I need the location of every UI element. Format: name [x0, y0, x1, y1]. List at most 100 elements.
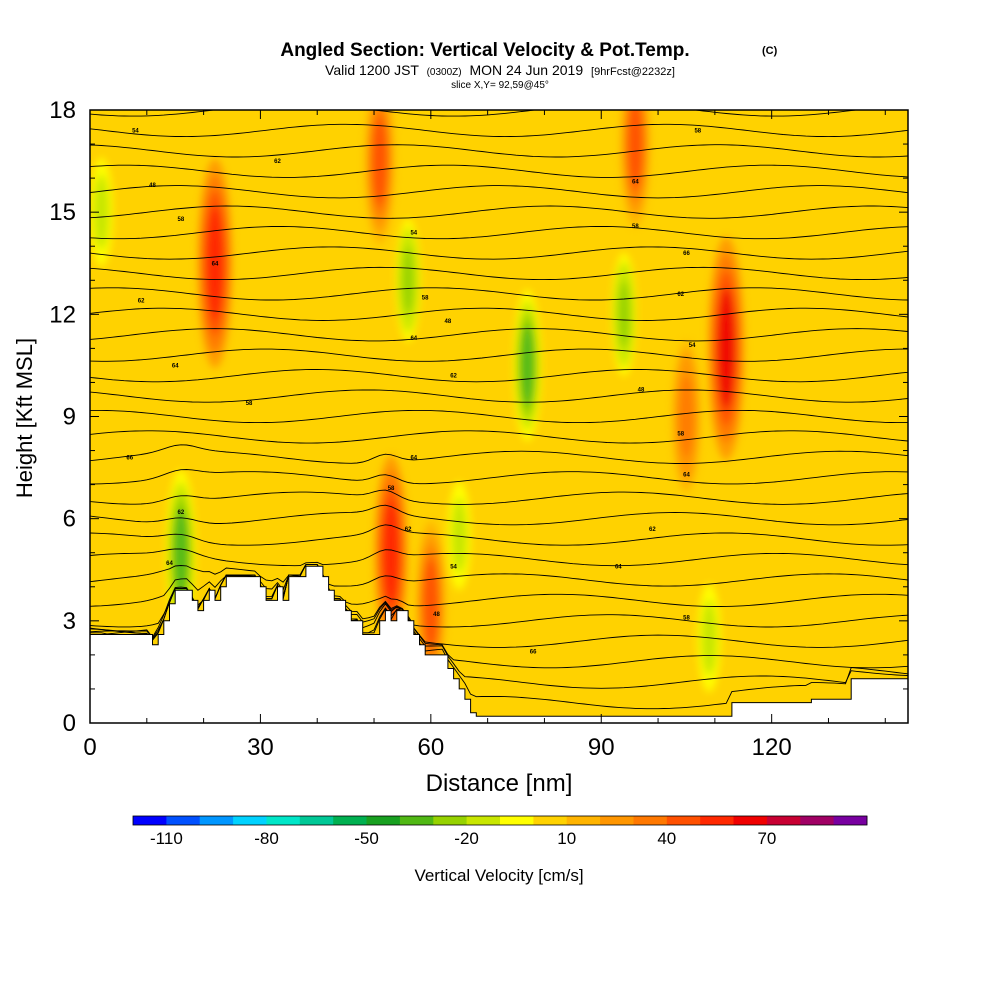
isentrope-label: 62: [405, 527, 412, 533]
isentrope-line: [90, 564, 908, 607]
isentrope-line: [90, 469, 908, 485]
x-tick-label: 60: [417, 734, 444, 761]
colorbar-swatch: [433, 816, 468, 825]
isentrope-label: 64: [615, 564, 622, 570]
isentrope-line: [90, 489, 908, 505]
isentrope-line: [90, 226, 908, 240]
isentrope-line: [90, 430, 908, 444]
colorbar-swatch: [366, 816, 401, 825]
x-axis-label: Distance [nm]: [426, 770, 573, 797]
y-axis: 0 3 6 9 12 15 18: [49, 97, 908, 737]
x-tick-label: 90: [588, 734, 615, 761]
y-tick-label: 6: [63, 506, 76, 533]
isentrope-label: 54: [689, 343, 696, 349]
isentrope-label: 64: [410, 336, 417, 342]
colorbar-swatch: [800, 816, 835, 825]
colorbar-tick-label: -110: [150, 829, 183, 848]
isentrope-line: [90, 564, 908, 628]
y-axis-label: Height [Kft MSL]: [12, 338, 37, 498]
updraft-core: [627, 110, 643, 189]
isentrope-line: [90, 564, 908, 587]
plot-area: [90, 110, 908, 723]
y-tick-label: 0: [63, 710, 76, 737]
isentrope-label: 64: [166, 561, 173, 567]
downdraft-core: [617, 281, 631, 348]
colorbar-swatch: [133, 816, 167, 825]
x-axis: 0 30 60 90 120: [83, 110, 886, 761]
isentrope-label: 54: [450, 564, 457, 570]
isentrope-label: 64: [683, 472, 690, 478]
isentrope-line: [90, 504, 908, 526]
x-tick-label: 0: [83, 734, 96, 761]
x-tick-label: 30: [247, 734, 274, 761]
isentrope-line: [90, 123, 908, 138]
downdraft-core: [520, 324, 535, 407]
valid-prefix: Valid 1200 JST: [325, 62, 419, 78]
isentrope-line: [90, 369, 908, 383]
colorbar-tick-label: -50: [354, 829, 379, 848]
colorbar-tick-label: 10: [557, 829, 576, 848]
updraft-core: [423, 559, 439, 649]
forecast-info: [9hrFcst@2232z]: [591, 66, 675, 78]
terrain: [90, 565, 908, 723]
isentrope-line: [90, 444, 908, 464]
isentrope-line: [90, 524, 908, 546]
isentrope-label: 64: [632, 180, 639, 186]
colorbar-ticks: -110 -80 -50 -20 10 40 70: [150, 829, 776, 848]
colorbar-swatch: [533, 816, 568, 825]
isentrope-label: 54: [132, 128, 139, 134]
colorbar-swatch: [633, 816, 668, 825]
velocity-field: [90, 110, 745, 693]
colorbar-swatch: [566, 816, 601, 825]
y-tick-label: 18: [49, 97, 76, 124]
isentrope-line: [90, 389, 908, 403]
isentrope-label: 64: [172, 363, 179, 369]
colorbar-swatch: [500, 816, 534, 825]
isentrope-line: [90, 287, 908, 301]
colorbar-swatch: [333, 816, 367, 825]
isentrope-label: 62: [450, 374, 457, 380]
isentrope-line: [90, 205, 908, 219]
isentrope-label: 48: [433, 612, 440, 618]
colorbar-tick-label: -20: [454, 829, 479, 848]
isentrope-line: [90, 246, 908, 260]
isentrope-label: 58: [388, 486, 395, 492]
colorbar-tick-label: 40: [657, 829, 676, 848]
isentrope-label: 48: [638, 387, 645, 393]
colorbar-swatch: [399, 816, 434, 825]
colorbar-swatch: [166, 816, 201, 825]
isentrope-label: 62: [138, 299, 145, 305]
colorbar-swatch: [733, 816, 768, 825]
isentrope-line: [90, 266, 908, 281]
colorbar-label: Vertical Velocity [cm/s]: [414, 866, 583, 885]
isentrope-line: [90, 185, 908, 199]
y-tick-label: 9: [63, 404, 76, 431]
isentrope-label: 62: [649, 527, 656, 533]
colorbar-swatch: [266, 816, 301, 825]
colorbar-swatch: [700, 816, 734, 825]
isentrope-label: 58: [694, 128, 701, 134]
isentrope-line: [90, 548, 908, 567]
isentrope-line: [90, 164, 908, 178]
y-tick-label: 3: [63, 608, 76, 635]
updraft-core: [206, 206, 224, 320]
isentrope-label: 66: [126, 455, 133, 461]
y-tick-label: 12: [49, 301, 76, 328]
valid-time-line: Valid 1200 JST (0300Z) MON 24 Jun 2019 […: [325, 62, 675, 78]
colorbar-swatch: [299, 816, 334, 825]
slice-info: slice X,Y= 92,59@45°: [451, 80, 549, 91]
x-tick-label: 120: [752, 734, 792, 761]
updraft-core: [717, 288, 736, 409]
isentrope-line: [90, 348, 908, 362]
isentrope-label: 48: [149, 183, 156, 189]
isentrope-label: 62: [178, 510, 185, 516]
downdraft-core: [95, 182, 108, 242]
downdraft-core: [173, 507, 189, 598]
colorbar: [132, 815, 868, 826]
updraft-core: [372, 116, 388, 206]
isentrope-label: 66: [530, 649, 537, 655]
isentrope-label: 64: [212, 261, 219, 267]
updraft-core: [382, 500, 400, 606]
updraft-core: [679, 375, 694, 458]
